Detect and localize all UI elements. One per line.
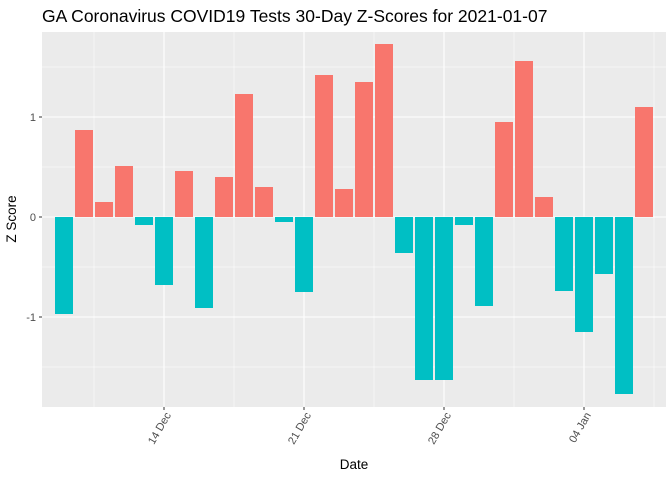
bar-29 bbox=[615, 217, 633, 394]
bar-27 bbox=[575, 217, 593, 332]
bar-10 bbox=[235, 94, 253, 217]
x-axis: 14 Dec 21 Dec 28 Dec 04 Jan bbox=[146, 407, 594, 447]
y-tick-label: 0 bbox=[30, 212, 36, 224]
bar-22 bbox=[475, 217, 493, 306]
bar-24 bbox=[515, 61, 533, 217]
bar-4 bbox=[115, 166, 133, 217]
y-tick-label: 1 bbox=[30, 112, 36, 124]
bars bbox=[55, 44, 653, 394]
bar-3 bbox=[95, 202, 113, 217]
x-tick-label: 04 Jan bbox=[567, 410, 594, 445]
bar-30 bbox=[635, 107, 653, 217]
y-tick-label: -1 bbox=[26, 312, 36, 324]
bar-9 bbox=[215, 177, 233, 217]
bar-8 bbox=[195, 217, 213, 308]
x-tick-label: 21 Dec bbox=[286, 410, 314, 447]
x-tick-label: 14 Dec bbox=[146, 410, 174, 447]
x-tick-label: 28 Dec bbox=[426, 410, 454, 447]
bar-13 bbox=[295, 217, 313, 292]
bar-2 bbox=[75, 130, 93, 217]
bar-7 bbox=[175, 171, 193, 217]
bar-25 bbox=[535, 197, 553, 217]
bar-18 bbox=[395, 217, 413, 253]
y-axis: -1 0 1 bbox=[26, 112, 42, 324]
bar-15 bbox=[335, 189, 353, 217]
bar-23 bbox=[495, 122, 513, 217]
bar-1 bbox=[55, 217, 73, 314]
y-axis-title: Z Score bbox=[4, 195, 19, 242]
bar-28 bbox=[595, 217, 613, 274]
bar-19 bbox=[415, 217, 433, 380]
bar-12 bbox=[275, 217, 293, 222]
bar-21 bbox=[455, 217, 473, 225]
bar-20 bbox=[435, 217, 453, 380]
bar-6 bbox=[155, 217, 173, 285]
bar-26 bbox=[555, 217, 573, 291]
bar-16 bbox=[355, 82, 373, 217]
bar-5 bbox=[135, 217, 153, 225]
bar-11 bbox=[255, 187, 273, 217]
chart-title: GA Coronavirus COVID19 Tests 30-Day Z-Sc… bbox=[42, 6, 547, 26]
bar-14 bbox=[315, 75, 333, 217]
x-axis-title: Date bbox=[340, 457, 369, 472]
bar-17 bbox=[375, 44, 393, 217]
